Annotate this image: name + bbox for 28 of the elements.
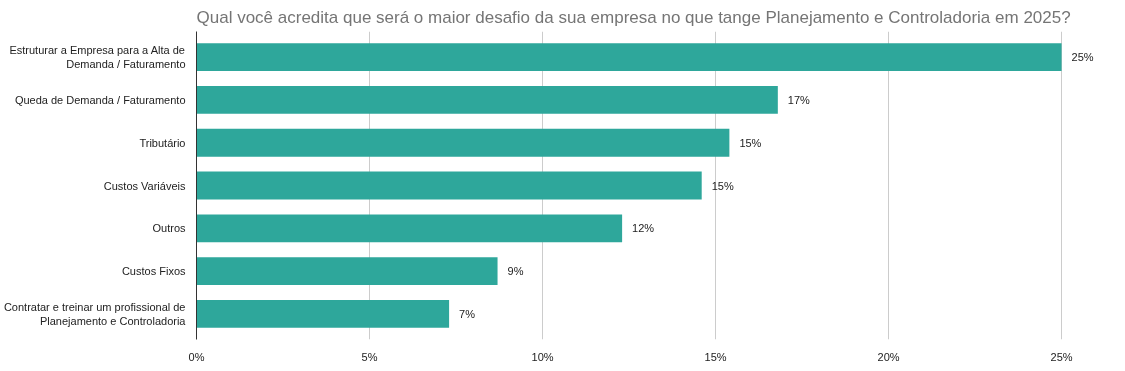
y-tick-label: Tributário [139,136,186,149]
bar [196,257,498,285]
x-tick-label: 15% [704,350,727,363]
y-tick-label: Outros [152,222,186,235]
data-label: 15% [711,179,734,192]
x-tick-label: 0% [188,350,205,363]
data-label: 7% [459,307,476,320]
bar [196,86,778,114]
y-tick-label: Custos Variáveis [103,179,186,192]
x-tick-label: 25% [1050,350,1073,363]
data-label: 9% [507,265,524,278]
data-label: 15% [739,136,762,149]
y-tick-label: Contratar e treinar um profissional de Planejamento e Controladoria [3,300,187,328]
data-label: 12% [632,222,655,235]
y-tick-label: Queda de Demanda / Faturamento [14,93,186,106]
bar [196,214,623,243]
x-tick-label: 5% [361,350,378,363]
bar [196,128,730,157]
chart-title: Qual você acredita que será o maior desafio da sua empresa no que tange Planejamento e Controladoria em 2025? [196,7,1071,27]
data-label: 25% [1071,51,1094,64]
bar [196,171,702,200]
bar [196,43,1062,72]
x-tick-label: 20% [877,350,900,363]
data-label: 17% [787,93,811,106]
y-tick-label: Custos Fixos [121,265,186,278]
x-tick-label: 10% [531,350,554,363]
y-tick-label: Estruturar a Empresa para a Alta de Demanda / Faturamento [9,43,186,71]
bar [196,299,450,328]
